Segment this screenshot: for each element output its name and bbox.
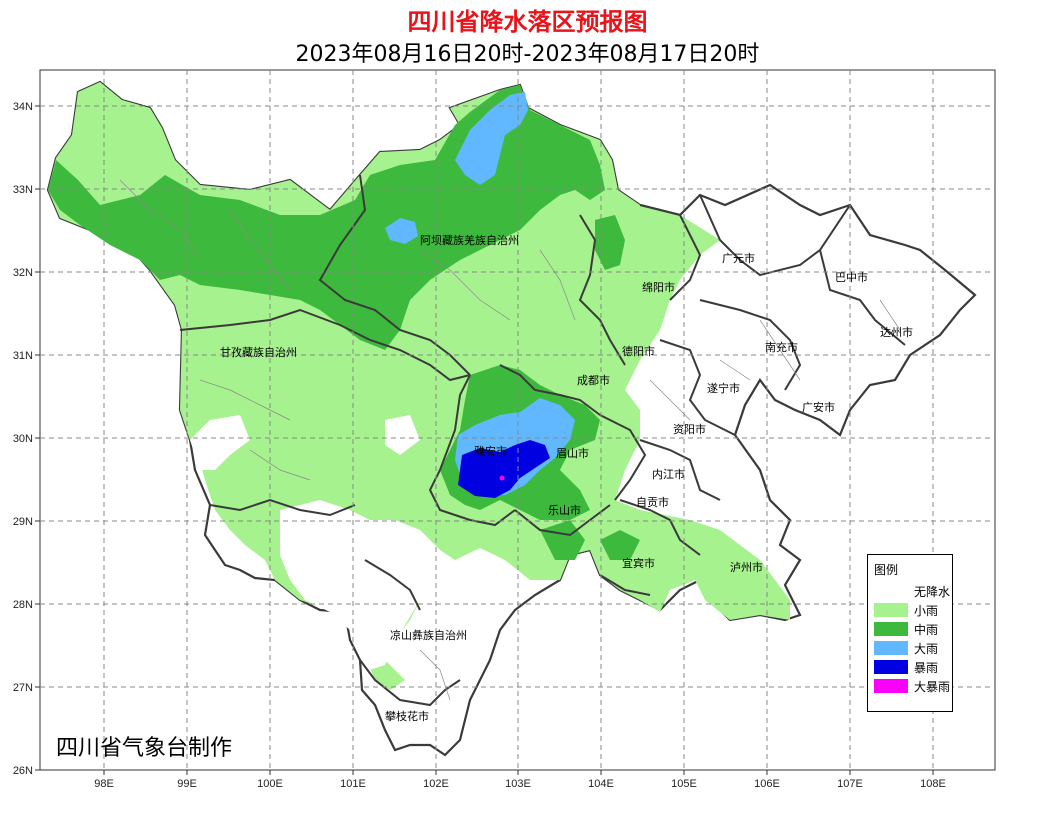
label-meishan: 眉山市 <box>556 446 589 460</box>
legend-item-moderate-rain: 中雨 <box>874 621 950 637</box>
lat-tick-34: 34N <box>13 101 33 113</box>
label-neijiang: 内江市 <box>652 467 685 481</box>
label-ziyang: 资阳市 <box>673 422 706 436</box>
lon-tick-104: 104E <box>588 778 614 790</box>
extreme-rain-spot <box>499 475 505 481</box>
legend-item-extreme-rain: 大暴雨 <box>874 678 950 694</box>
lat-tick-31: 31N <box>13 350 33 362</box>
legend-label: 小雨 <box>914 604 939 618</box>
label-guangyuan: 广元市 <box>722 251 755 265</box>
label-panzhihua: 攀枝花市 <box>385 709 429 723</box>
legend-item-heavy-rain: 大雨 <box>874 640 950 656</box>
legend-swatch <box>874 622 908 636</box>
legend-title: 图例 <box>874 563 899 577</box>
legend-label: 暴雨 <box>914 661 939 675</box>
map-subtitle: 2023年08月16日20时-2023年08月17日20时 <box>295 42 760 67</box>
lon-tick-98: 98E <box>94 778 114 790</box>
legend-label: 无降水 <box>914 585 951 599</box>
lat-tick-28: 28N <box>13 599 33 611</box>
lat-tick-32: 32N <box>13 267 33 279</box>
heavy-rain-aba <box>385 218 418 244</box>
lon-tick-101: 101E <box>340 778 366 790</box>
lon-tick-103: 103E <box>505 778 531 790</box>
legend-swatch <box>874 603 908 617</box>
legend-swatch <box>874 660 908 674</box>
legend-swatch <box>874 641 908 655</box>
label-deyang: 德阳市 <box>622 344 655 358</box>
lon-tick-105: 105E <box>671 778 697 790</box>
legend-item-light-rain: 小雨 <box>874 602 950 618</box>
lon-tick-102: 102E <box>423 778 449 790</box>
legend-label: 中雨 <box>914 623 939 637</box>
tick-marks <box>35 105 934 775</box>
legend-item-no-rain: 无降水 <box>874 583 950 599</box>
label-ganzi: 甘孜藏族自治州 <box>220 345 297 359</box>
lat-tick-27: 27N <box>13 682 33 694</box>
lon-tick-100: 100E <box>257 778 283 790</box>
lat-tick-26: 26N <box>13 765 33 777</box>
legend: 图例 无降水 小雨 中雨 大雨 暴雨 大暴雨 <box>867 554 953 712</box>
label-leshan: 乐山市 <box>548 503 581 517</box>
label-liangshan: 凉山彝族自治州 <box>390 628 467 642</box>
lon-tick-108: 108E <box>920 778 946 790</box>
lat-tick-30: 30N <box>13 433 33 445</box>
label-guangan: 广安市 <box>802 400 835 414</box>
county-boundaries <box>119 179 901 701</box>
lat-tick-29: 29N <box>13 516 33 528</box>
no-rain-patch-c <box>385 415 420 455</box>
heavy-rain-north <box>455 92 528 185</box>
lon-tick-99: 99E <box>177 778 197 790</box>
legend-item-torrential-rain: 暴雨 <box>874 659 950 675</box>
moderate-rain-south <box>600 530 640 560</box>
no-rain-patch-w <box>190 415 250 470</box>
maker-credit: 四川省气象台制作 <box>56 736 233 761</box>
label-chengdu: 成都市 <box>577 373 610 387</box>
label-yibin: 宜宾市 <box>622 556 655 570</box>
label-zigong: 自贡市 <box>636 495 669 509</box>
grid-lines <box>40 70 995 770</box>
label-bazhong: 巴中市 <box>835 270 868 284</box>
label-yaan: 雅安市 <box>474 444 507 458</box>
moderate-rain-east <box>595 215 625 270</box>
no-rain-patch-sw <box>280 500 455 670</box>
label-suining: 遂宁市 <box>707 381 740 395</box>
lon-tick-107: 107E <box>837 778 863 790</box>
label-nanchong: 南充市 <box>765 340 798 354</box>
lat-tick-33: 33N <box>13 184 33 196</box>
legend-label: 大雨 <box>914 642 939 656</box>
label-luzhou: 泸州市 <box>730 560 763 574</box>
legend-swatch <box>874 679 908 693</box>
label-mianyang: 绵阳市 <box>642 280 675 294</box>
legend-swatch <box>874 584 908 598</box>
moderate-rain-southwest <box>540 520 585 560</box>
legend-label: 大暴雨 <box>914 680 951 694</box>
label-aba: 阿坝藏族羌族自治州 <box>420 233 519 247</box>
torrential-rain-area <box>458 440 550 498</box>
map-title: 四川省降水落区预报图 <box>407 8 648 36</box>
lon-tick-106: 106E <box>754 778 780 790</box>
label-dazhou: 达州市 <box>880 325 913 339</box>
